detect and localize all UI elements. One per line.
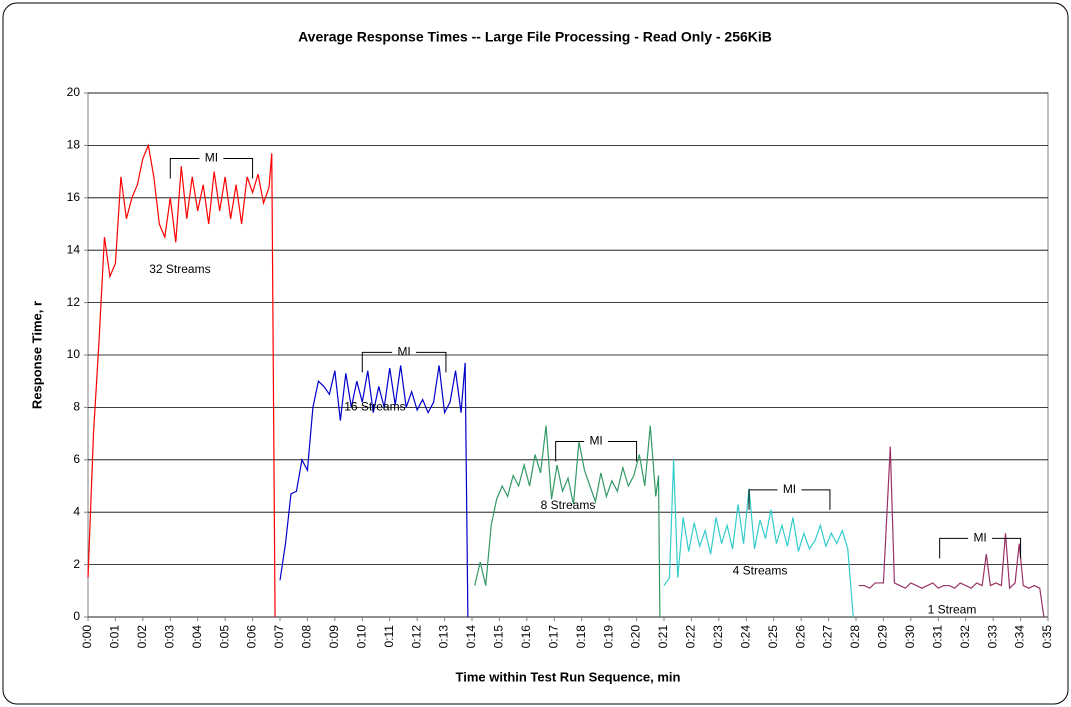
x-tick-label: 0:28 xyxy=(848,625,862,649)
x-tick-label: 0:31 xyxy=(930,625,944,649)
stream-label: 16 Streams xyxy=(344,400,405,414)
x-tick-label: 0:14 xyxy=(464,625,478,649)
interval-bracket xyxy=(748,489,831,510)
interval-label: MI xyxy=(783,482,796,496)
x-tick-label: 0:27 xyxy=(821,625,835,649)
x-tick-label: 0:10 xyxy=(354,625,368,649)
interval-label: MI xyxy=(973,531,986,545)
x-tick-label: 0:18 xyxy=(574,625,588,649)
x-tick-label: 0:29 xyxy=(876,625,890,649)
x-tick-label: 0:00 xyxy=(80,625,94,649)
y-tick-label: 16 xyxy=(67,190,81,204)
x-tick-label: 0:30 xyxy=(903,625,917,649)
x-tick-label: 0:23 xyxy=(711,625,725,649)
x-tick-label: 0:32 xyxy=(958,625,972,649)
y-tick-label: 20 xyxy=(67,85,81,99)
chart-title: Average Response Times -- Large File Pro… xyxy=(298,29,772,45)
x-tick-label: 0:01 xyxy=(108,625,122,649)
x-tick-label: 0:34 xyxy=(1013,625,1027,649)
x-tick-label: 0:17 xyxy=(546,625,560,649)
x-tick-label: 0:16 xyxy=(519,625,533,649)
y-tick-label: 10 xyxy=(67,347,81,361)
interval-label: MI xyxy=(589,434,602,448)
stream-label: 32 Streams xyxy=(149,262,210,276)
x-tick-label: 0:26 xyxy=(793,625,807,649)
x-tick-label: 0:20 xyxy=(629,625,643,649)
y-tick-label: 8 xyxy=(73,400,80,414)
x-tick-label: 0:07 xyxy=(272,625,286,649)
interval-bracket xyxy=(939,537,1022,559)
interval-label: MI xyxy=(397,345,410,359)
x-tick-label: 0:19 xyxy=(601,625,615,649)
y-axis-label: Response Time, r xyxy=(29,301,44,409)
x-tick-label: 0:04 xyxy=(190,625,204,649)
x-tick-label: 0:06 xyxy=(245,625,259,649)
x-tick-label: 0:25 xyxy=(766,625,780,649)
interval-bracket xyxy=(555,440,638,462)
y-tick-label: 14 xyxy=(67,242,81,256)
interval-bracket xyxy=(361,351,447,373)
x-tick-label: 0:33 xyxy=(985,625,999,649)
interval-label: MI xyxy=(205,151,218,165)
x-tick-label: 0:21 xyxy=(656,625,670,649)
y-tick-label: 4 xyxy=(73,504,80,518)
series-line xyxy=(87,143,276,618)
y-tick-label: 6 xyxy=(73,452,80,466)
interval-bracket xyxy=(169,158,254,179)
x-tick-label: 0:13 xyxy=(437,625,451,649)
y-tick-label: 0 xyxy=(73,609,80,623)
y-tick-label: 18 xyxy=(67,138,81,152)
series-line xyxy=(858,446,1045,618)
series-line xyxy=(474,425,661,618)
stream-label: 4 Streams xyxy=(733,563,788,577)
series-line xyxy=(279,362,469,618)
stream-label: 1 Stream xyxy=(928,603,977,617)
x-tick-label: 0:15 xyxy=(492,625,506,649)
x-tick-label: 0:35 xyxy=(1040,625,1054,649)
x-tick-label: 0:22 xyxy=(684,625,698,649)
stream-label: 8 Streams xyxy=(541,498,596,512)
x-tick-label: 0:03 xyxy=(162,625,176,649)
x-tick-label: 0:11 xyxy=(382,625,396,648)
x-axis-label: Time within Test Run Sequence, min xyxy=(456,669,681,684)
y-tick-label: 12 xyxy=(67,295,81,309)
x-tick-label: 0:24 xyxy=(738,625,752,649)
x-tick-label: 0:05 xyxy=(217,625,231,649)
x-tick-label: 0:02 xyxy=(135,625,149,649)
x-tick-label: 0:08 xyxy=(300,625,314,649)
x-tick-label: 0:12 xyxy=(409,625,423,649)
series-line xyxy=(663,459,854,618)
x-tick-label: 0:09 xyxy=(327,625,341,649)
y-tick-label: 2 xyxy=(73,557,80,571)
